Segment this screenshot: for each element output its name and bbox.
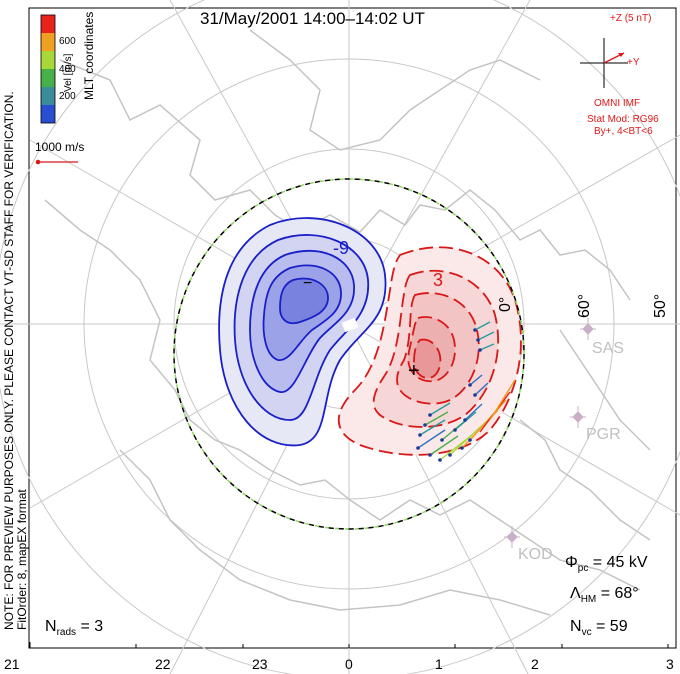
potential-max-marker: + [408,360,420,382]
radar-label-sas: SAS [592,340,625,357]
imf-clock [580,38,628,88]
negative-potential-cell [218,217,387,447]
stat-n-rads: Nrads = 3 [45,618,104,639]
positive-potential-cell [337,246,522,456]
preview-note: NOTE: FOR PREVIEW PURPOSES ONLY. PLEASE … [2,91,16,630]
mlt-tick-1: 1 [435,656,443,672]
hm-boundary-black [173,178,525,530]
latitude-label-60: 60° [576,293,593,318]
colorbar [40,14,56,124]
mlt-tick-21: 21 [4,656,20,672]
stat-model: Stat Mod: RG96 [587,114,659,125]
colorbar-tick-200: 200 [59,91,76,102]
stat-condition: By+, 4<BT<6 [594,126,653,137]
coordinates-label: MLT coordinates [82,11,96,100]
stat-n-vc: Nvc = 59 [570,618,628,639]
mlt-tick-22: 22 [155,656,171,672]
fit-order-note: FitOrder: 8, mapEX format [15,489,29,630]
imf-z-label: +Z (5 nT) [610,13,652,24]
stat-phi-pc: Φpc = 45 kV [565,554,648,575]
latitude-label-0: 0° [497,296,514,312]
vector-origins [416,328,482,462]
vector-scale-label: 1000 m/s [35,140,85,154]
mlt-axis-ticks [29,642,669,648]
mlt-tick-23: 23 [252,656,268,672]
radar-sites [504,318,596,548]
map-title: 31/May/2001 14:00–14:02 UT [200,9,425,28]
contour-label-negative: -9 [333,238,350,258]
mlt-tick-2: 2 [531,656,539,672]
contour-label-positive: 3 [433,270,444,290]
radar-label-pgr: PGR [586,426,621,443]
colorbar-tick-400: 400 [59,64,76,75]
mlt-tick-0: 0 [345,656,353,672]
imf-y-label: +Y [627,57,640,68]
mlt-tick-3: 3 [666,656,674,672]
vector-scale [35,159,78,165]
coastlines [44,29,651,616]
colorbar-tick-600: 600 [59,36,76,47]
latitude-label-50: 50° [652,293,669,318]
velocity-vectors [417,321,516,461]
imf-source: OMNI IMF [594,98,641,109]
potential-min-marker: − [303,275,313,292]
pole-marker [341,317,359,333]
radar-label-kod: KOD [518,546,553,563]
stat-lambda-hm: ΛHM = 68° [570,585,639,606]
